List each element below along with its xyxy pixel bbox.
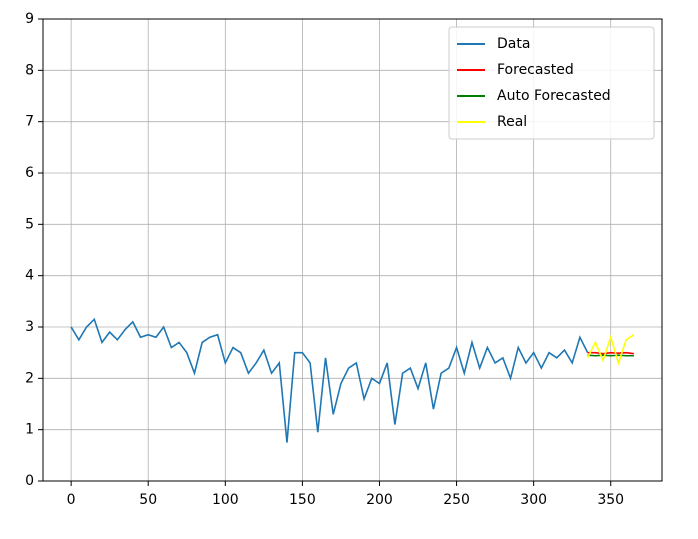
y-tick-label: 5: [25, 216, 34, 232]
x-tick-label: 200: [366, 492, 393, 508]
x-tick-label: 0: [67, 492, 76, 508]
x-tick-label: 150: [289, 492, 316, 508]
y-tick-label: 9: [25, 11, 34, 27]
y-tick-label: 8: [25, 62, 34, 78]
legend-label: Data: [497, 36, 530, 52]
x-tick-label: 100: [212, 492, 239, 508]
legend-label: Forecasted: [497, 62, 574, 78]
x-tick-label: 300: [520, 492, 547, 508]
y-tick-label: 0: [25, 473, 34, 489]
series-line: [586, 334, 635, 366]
x-tick-label: 350: [597, 492, 624, 508]
legend: Data Forecasted Auto Forecasted Real: [448, 26, 655, 140]
legend-box: [448, 26, 655, 140]
legend-label: Auto Forecasted: [497, 88, 611, 104]
series-line: [587, 351, 634, 355]
series-line: [70, 317, 589, 443]
y-tick-label: 2: [25, 370, 34, 386]
x-tick-label: 50: [139, 492, 157, 508]
y-tick-label: 3: [25, 319, 34, 335]
y-tick-label: 4: [25, 268, 34, 284]
legend-label: Real: [497, 114, 527, 130]
y-tick-label: 7: [25, 114, 34, 130]
series-line: [587, 354, 634, 357]
x-tick-label: 250: [443, 492, 470, 508]
y-tick-label: 6: [25, 165, 34, 181]
plot-frame: [42, 18, 663, 482]
y-tick-label: 1: [25, 422, 34, 438]
